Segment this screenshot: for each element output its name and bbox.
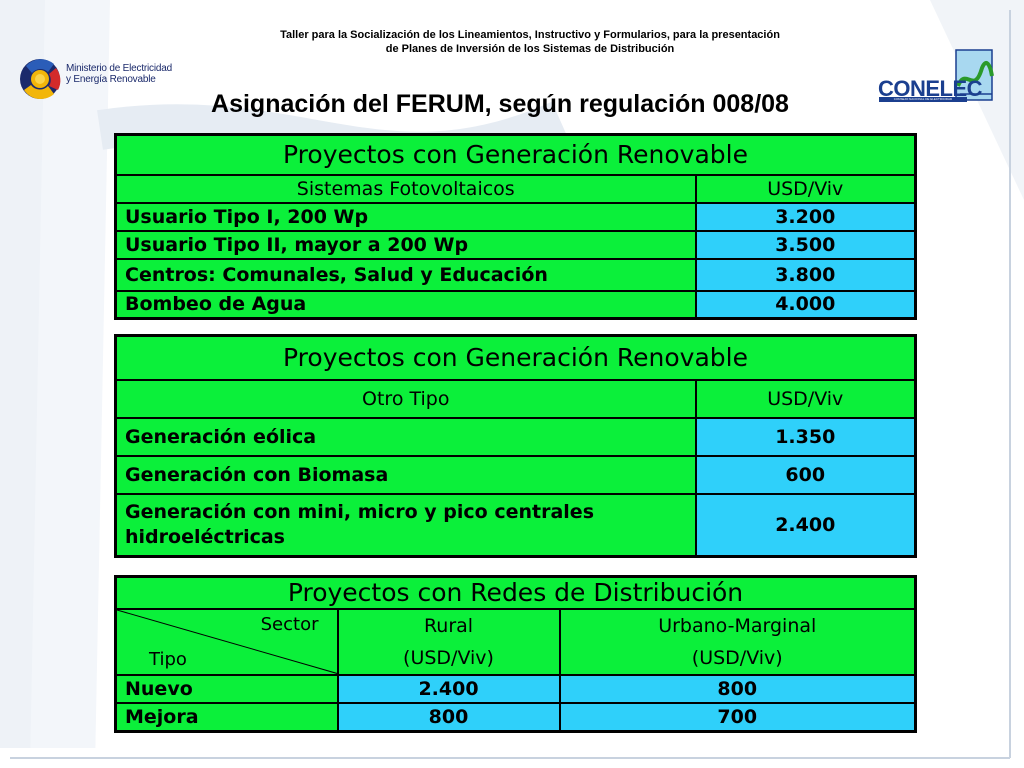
column-header-line: Rural xyxy=(423,614,474,637)
diagonal-divider xyxy=(118,610,336,674)
row-label: Usuario Tipo I, 200 Wp xyxy=(114,201,697,232)
row-label: Nuevo xyxy=(114,674,339,705)
conelec-wordmark: CONELEC xyxy=(878,76,983,101)
corner-header: Sector Tipo xyxy=(114,607,339,677)
ministerio-line-2: y Energía Renovable xyxy=(66,74,156,85)
column-header-line: Urbano-Marginal xyxy=(658,614,817,637)
header-line-2: de Planes de Inversión de los Sistemas d… xyxy=(385,43,675,55)
row-label: Generación con mini, micro y pico centra… xyxy=(114,493,697,558)
ministerio-name: Ministerio de Electricidad y Energía Ren… xyxy=(66,63,172,85)
row-value: 2.400 xyxy=(694,493,917,558)
table-otro-tipo: Proyectos con Generación Renovable Otro … xyxy=(114,334,918,558)
ministerio-line-1: Ministerio de Electricidad xyxy=(66,63,172,74)
row-value: 600 xyxy=(694,455,917,496)
table-row: Centros: Comunales, Salud y Educación 3.… xyxy=(114,257,917,292)
row-value-urbano: 700 xyxy=(558,702,917,733)
column-header: USD/Viv xyxy=(694,173,917,204)
table-redes: Proyectos con Redes de Distribución Sect… xyxy=(114,575,917,733)
row-label: Mejora xyxy=(114,702,339,733)
ministerio-sun-logo xyxy=(20,59,61,100)
row-label: Generación con Biomasa xyxy=(114,455,697,496)
column-header: Otro Tipo xyxy=(114,378,697,419)
row-value: 4.000 xyxy=(694,289,917,320)
table-title: Proyectos con Generación Renovable xyxy=(114,334,917,381)
row-label: Bombeo de Agua xyxy=(114,289,697,320)
column-header-rural: Rural (USD/Viv) xyxy=(336,607,561,677)
table-title: Proyectos con Generación Renovable xyxy=(114,133,917,176)
header-line-1: Taller para la Socialización de los Line… xyxy=(280,29,780,41)
row-value: 1.350 xyxy=(694,416,917,458)
row-value: 3.800 xyxy=(694,257,917,292)
row-label: Usuario Tipo II, mayor a 200 Wp xyxy=(114,229,697,260)
row-label: Generación eólica xyxy=(114,416,697,458)
table-row: Bombeo de Agua 4.000 xyxy=(114,289,917,320)
row-value: 3.500 xyxy=(694,229,917,260)
row-label: Centros: Comunales, Salud y Educación xyxy=(114,257,697,292)
column-header-line: (USD/Viv) xyxy=(691,646,783,669)
conelec-subtitle: CONSEJO NACIONAL DE ELECTRICIDAD xyxy=(879,97,967,102)
row-value-rural: 800 xyxy=(336,702,561,733)
table-row: Nuevo 2.400 800 xyxy=(114,674,917,705)
table-row: Mejora 800 700 xyxy=(114,702,917,733)
corner-tipo-label: Tipo xyxy=(149,649,187,671)
page-title: Asignación del FERUM, según regulación 0… xyxy=(211,90,789,118)
table-row: Usuario Tipo II, mayor a 200 Wp 3.500 xyxy=(114,229,917,260)
column-header: Sistemas Fotovoltaicos xyxy=(114,173,697,204)
corner-sector-label: Sector xyxy=(260,613,319,635)
table-row: Usuario Tipo I, 200 Wp 3.200 xyxy=(114,201,917,232)
column-header-urbano: Urbano-Marginal (USD/Viv) xyxy=(558,607,917,677)
row-value-urbano: 800 xyxy=(558,674,917,705)
table-row: Generación con mini, micro y pico centra… xyxy=(114,493,917,558)
table-row: Generación con Biomasa 600 xyxy=(114,455,917,496)
conelec-wave-logo xyxy=(955,49,994,101)
row-value: 3.200 xyxy=(694,201,917,232)
table-fotovoltaicos: Proyectos con Generación Renovable Siste… xyxy=(114,133,918,320)
column-header: USD/Viv xyxy=(694,378,917,419)
table-row: Generación eólica 1.350 xyxy=(114,416,917,458)
column-header-line: (USD/Viv) xyxy=(403,646,494,669)
row-value-rural: 2.400 xyxy=(336,674,561,705)
table-title: Proyectos con Redes de Distribución xyxy=(114,575,917,610)
